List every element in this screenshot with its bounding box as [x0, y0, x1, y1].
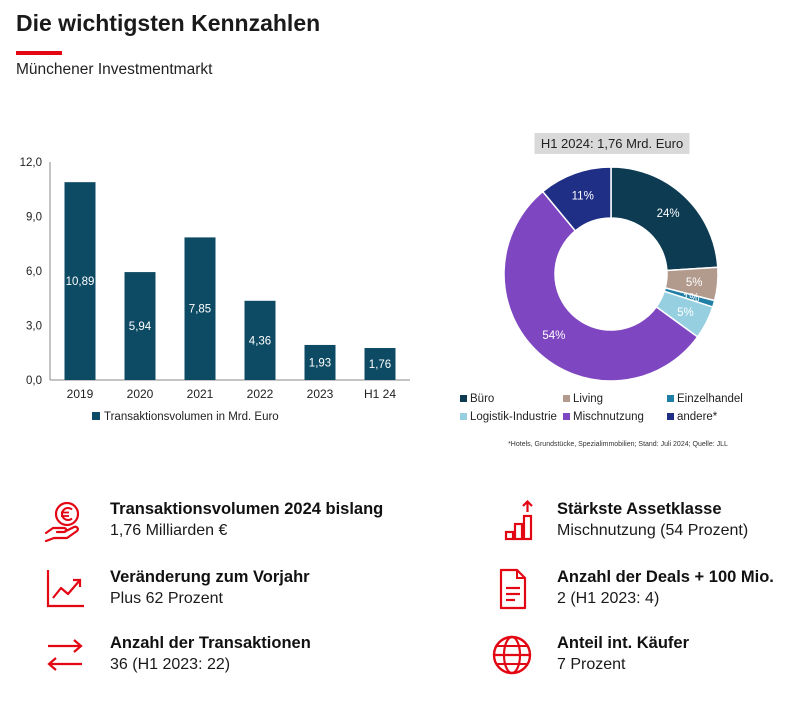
bar-value-label: 1,93: [309, 357, 331, 369]
chart-title-box: [534, 133, 690, 154]
kpi-value: 1,76 Milliarden €: [110, 522, 228, 539]
y-tick-label: 0,0: [26, 375, 42, 387]
legend-swatch: [563, 413, 570, 420]
bar: [304, 344, 336, 380]
legend-swatch: [460, 413, 467, 420]
bar-value-label: 1,76: [369, 359, 391, 371]
kpi-value: 7 Prozent: [557, 656, 626, 673]
kpi-title: Veränderung zum Vorjahr: [110, 568, 310, 586]
legend-swatch: [563, 395, 570, 402]
legend-label: Mischnutzung: [573, 411, 644, 423]
kpi-title: Anteil int. Käufer: [557, 634, 690, 652]
x-tick-label: 2023: [307, 387, 334, 401]
donut-slice: [541, 166, 612, 232]
legend-swatch: [460, 395, 467, 402]
legend-label: Einzelhandel: [677, 393, 743, 405]
exchange-arrows-icon: [47, 639, 83, 671]
bar: [64, 182, 96, 380]
legend-label: Logistik-Industrie: [470, 411, 557, 423]
kpi-value: 36 (H1 2023: 22): [110, 656, 231, 673]
trend-chart-icon: [46, 570, 84, 608]
legend-swatch: [667, 413, 674, 420]
growth-bars-icon: [504, 500, 533, 541]
transaction-volume-bar-chart: 0,0 3,0 6,0 9,0 12,0 10,89 2019 5,94 2020 7,85 202…: [20, 157, 410, 423]
legend-label: Living: [573, 393, 603, 405]
kpi-title: Anzahl der Deals + 100 Mio.: [557, 568, 774, 586]
legend-swatch: [667, 395, 674, 402]
kpi-value: 2 (H1 2023: 4): [557, 590, 660, 607]
bar-value-label: 10,89: [66, 276, 95, 288]
slice-value-label: 54%: [542, 330, 565, 342]
x-tick-label: 2022: [247, 387, 274, 401]
legend-swatch: [92, 412, 100, 420]
kpi-title: Stärkste Assetklasse: [557, 500, 722, 518]
bar-value-label: 7,85: [189, 304, 211, 316]
kpi-title: Anzahl der Transaktionen: [110, 634, 311, 652]
bar: [124, 272, 156, 380]
y-tick-label: 12,0: [20, 157, 42, 169]
title-accent-line: [16, 51, 62, 55]
x-tick-label: 2019: [67, 387, 94, 401]
x-tick-label: 2020: [127, 387, 154, 401]
legend-label: andere*: [677, 411, 718, 423]
donut-slice: [503, 190, 699, 382]
x-tick-label: 2021: [187, 387, 214, 401]
bar: [364, 348, 396, 380]
donut-slice: [610, 166, 719, 272]
slice-value-label: 5%: [677, 307, 694, 319]
slice-value-label: 5%: [686, 277, 703, 289]
document-icon: [499, 568, 527, 610]
page-title: Die wichtigsten Kennzahlen: [16, 10, 321, 36]
chart-footnote: *Hotels, Grundstücke, Spezialimmobilien;…: [508, 441, 728, 448]
bar-value-label: 4,36: [249, 335, 271, 347]
euro-hand-icon: [44, 501, 80, 542]
asset-class-donut-chart: H1 2024: 1,76 Mrd. Euro24%5%1%5%54%11%Bü…: [460, 133, 743, 448]
legend-label: Transaktionsvolumen in Mrd. Euro: [104, 411, 279, 423]
legend-label: Büro: [470, 393, 494, 405]
bar-value-label: 5,94: [129, 321, 152, 333]
globe-icon: [492, 635, 532, 675]
page-subtitle: Münchener Investmentmarkt: [16, 61, 213, 78]
y-tick-label: 9,0: [26, 212, 42, 224]
chart-title: H1 2024: 1,76 Mrd. Euro: [541, 136, 683, 151]
y-tick-label: 6,0: [26, 266, 42, 278]
y-tick-label: 3,0: [26, 321, 42, 333]
x-tick-label: H1 24: [364, 387, 396, 401]
bar: [244, 300, 276, 380]
slice-value-label: 11%: [572, 190, 594, 202]
slice-value-label: 24%: [657, 208, 680, 220]
kpi-title: Transaktionsvolumen 2024 bislang: [110, 500, 384, 518]
kpi-value: Mischnutzung (54 Prozent): [557, 522, 749, 539]
kpi-value: Plus 62 Prozent: [110, 590, 223, 607]
bar: [184, 237, 216, 380]
